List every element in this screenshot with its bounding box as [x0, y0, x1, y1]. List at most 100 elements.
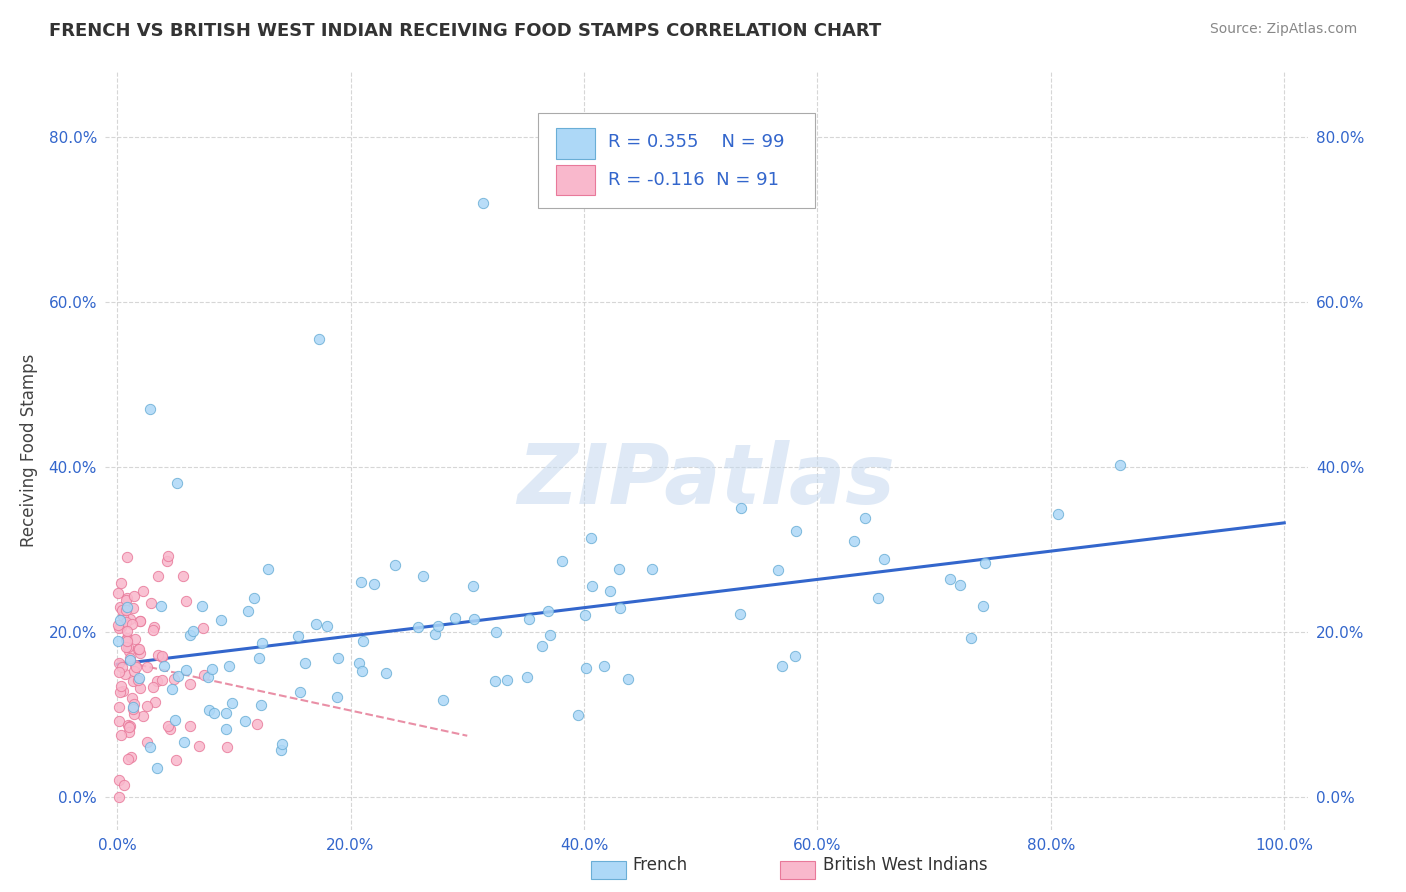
Point — [121, 711, 143, 725]
Text: R = -0.116  N = 91: R = -0.116 N = 91 — [607, 170, 779, 189]
Point — [150, 700, 173, 714]
Point — [155, 554, 177, 568]
Point — [128, 641, 150, 656]
Text: Source: ZipAtlas.com: Source: ZipAtlas.com — [1209, 22, 1357, 37]
Point — [124, 589, 146, 603]
Point — [118, 724, 141, 739]
Point — [290, 648, 312, 662]
Point — [163, 672, 186, 686]
Point — [110, 679, 132, 693]
Point — [117, 752, 139, 766]
Point — [287, 717, 309, 731]
Point — [139, 718, 162, 732]
Point — [174, 594, 197, 608]
Point — [124, 658, 146, 673]
Point — [1047, 470, 1070, 484]
Point — [120, 612, 142, 626]
Text: British West Indians: British West Indians — [823, 856, 987, 874]
Point — [115, 593, 138, 607]
Point — [166, 659, 188, 673]
Point — [844, 649, 866, 664]
Point — [233, 665, 256, 679]
Point — [129, 681, 152, 696]
Point — [114, 633, 136, 648]
Point — [156, 719, 179, 733]
Point — [193, 668, 215, 682]
Point — [972, 332, 994, 346]
Point — [108, 599, 131, 614]
Point — [108, 665, 131, 679]
Point — [939, 573, 962, 587]
Point — [122, 697, 145, 711]
Point — [142, 680, 165, 694]
Point — [426, 646, 449, 660]
Point — [165, 753, 187, 767]
Point — [143, 695, 166, 709]
Point — [609, 589, 631, 603]
Point — [174, 673, 197, 688]
Point — [146, 648, 169, 662]
Point — [157, 549, 180, 564]
Point — [108, 714, 131, 728]
Point — [350, 563, 373, 577]
Point — [326, 688, 349, 702]
Point — [111, 603, 134, 617]
Point — [214, 597, 236, 611]
Point — [129, 614, 152, 628]
Point — [567, 564, 589, 578]
Text: FRENCH VS BRITISH WEST INDIAN RECEIVING FOOD STAMPS CORRELATION CHART: FRENCH VS BRITISH WEST INDIAN RECEIVING … — [49, 22, 882, 40]
Point — [120, 750, 142, 764]
Point — [517, 575, 540, 590]
Point — [408, 196, 430, 211]
Point — [770, 631, 793, 645]
Point — [107, 585, 129, 599]
Point — [152, 623, 174, 637]
Point — [384, 702, 406, 716]
Point — [461, 635, 484, 649]
Point — [114, 640, 136, 654]
Point — [117, 644, 139, 658]
Point — [115, 634, 138, 648]
Point — [117, 640, 139, 654]
Point — [110, 620, 132, 634]
Point — [115, 631, 138, 645]
Point — [111, 608, 134, 623]
Point — [198, 753, 221, 767]
Point — [108, 621, 131, 635]
Point — [581, 606, 603, 620]
Point — [412, 631, 434, 645]
Point — [197, 634, 219, 648]
Point — [172, 569, 194, 583]
Point — [110, 728, 132, 742]
Point — [973, 644, 995, 658]
Point — [107, 789, 129, 804]
Point — [593, 537, 616, 551]
Point — [730, 537, 752, 551]
Point — [139, 617, 162, 632]
Point — [191, 621, 214, 635]
Point — [163, 726, 186, 740]
Point — [949, 481, 972, 495]
Point — [785, 580, 807, 594]
Point — [181, 659, 204, 673]
Point — [132, 583, 155, 598]
Text: R = 0.355    N = 99: R = 0.355 N = 99 — [607, 133, 785, 151]
Point — [316, 658, 339, 673]
FancyBboxPatch shape — [557, 128, 595, 159]
Point — [159, 723, 181, 737]
Point — [125, 660, 148, 674]
Point — [425, 694, 447, 708]
FancyBboxPatch shape — [557, 165, 595, 195]
Point — [115, 732, 138, 747]
Point — [352, 685, 374, 699]
Point — [122, 665, 145, 679]
Point — [191, 645, 214, 659]
Point — [146, 674, 169, 689]
Point — [326, 734, 349, 748]
Point — [308, 574, 330, 589]
Point — [150, 648, 173, 663]
Point — [249, 602, 271, 616]
Point — [349, 636, 371, 650]
Point — [201, 689, 224, 703]
Point — [142, 620, 165, 634]
